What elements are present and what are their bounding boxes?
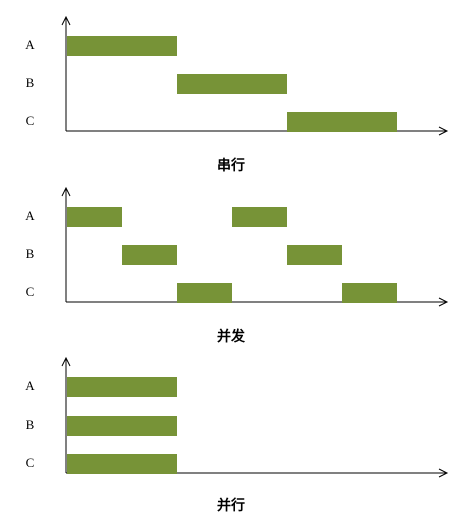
x-axis-arrow-icon xyxy=(438,126,449,136)
row-label-a: A xyxy=(25,208,35,223)
row-label-c: C xyxy=(26,455,35,470)
row-label-a: A xyxy=(25,37,35,52)
panel-caption: 并行 xyxy=(217,497,245,514)
task-bar-c xyxy=(67,454,177,474)
row-label-b: B xyxy=(26,417,35,432)
y-axis-arrow-icon xyxy=(61,186,71,197)
row-label-c: C xyxy=(26,284,35,299)
task-bar-a xyxy=(67,377,177,397)
y-axis-arrow-icon xyxy=(61,15,71,26)
task-bar-b xyxy=(177,74,287,94)
task-bar-a xyxy=(67,207,122,227)
task-bar-a xyxy=(232,207,287,227)
task-bar-a xyxy=(67,36,177,56)
panel-3: A B C 并行 xyxy=(25,356,449,514)
x-axis-arrow-icon xyxy=(438,468,449,478)
task-bar-b xyxy=(67,416,177,436)
x-axis-arrow-icon xyxy=(438,297,449,307)
row-label-a: A xyxy=(25,378,35,393)
row-label-b: B xyxy=(26,246,35,261)
panel-1: A B C 串行 xyxy=(25,15,449,174)
task-bar-c xyxy=(177,283,232,303)
task-bar-c xyxy=(287,112,397,132)
row-label-b: B xyxy=(26,75,35,90)
y-axis-arrow-icon xyxy=(61,356,71,367)
task-bar-c xyxy=(342,283,397,303)
task-bar-b xyxy=(122,245,177,265)
row-label-c: C xyxy=(26,113,35,128)
panel-caption: 并发 xyxy=(217,328,246,345)
task-bar-b xyxy=(287,245,342,265)
panel-caption: 串行 xyxy=(217,157,245,174)
panel-2: A B C 并发 xyxy=(25,186,449,345)
